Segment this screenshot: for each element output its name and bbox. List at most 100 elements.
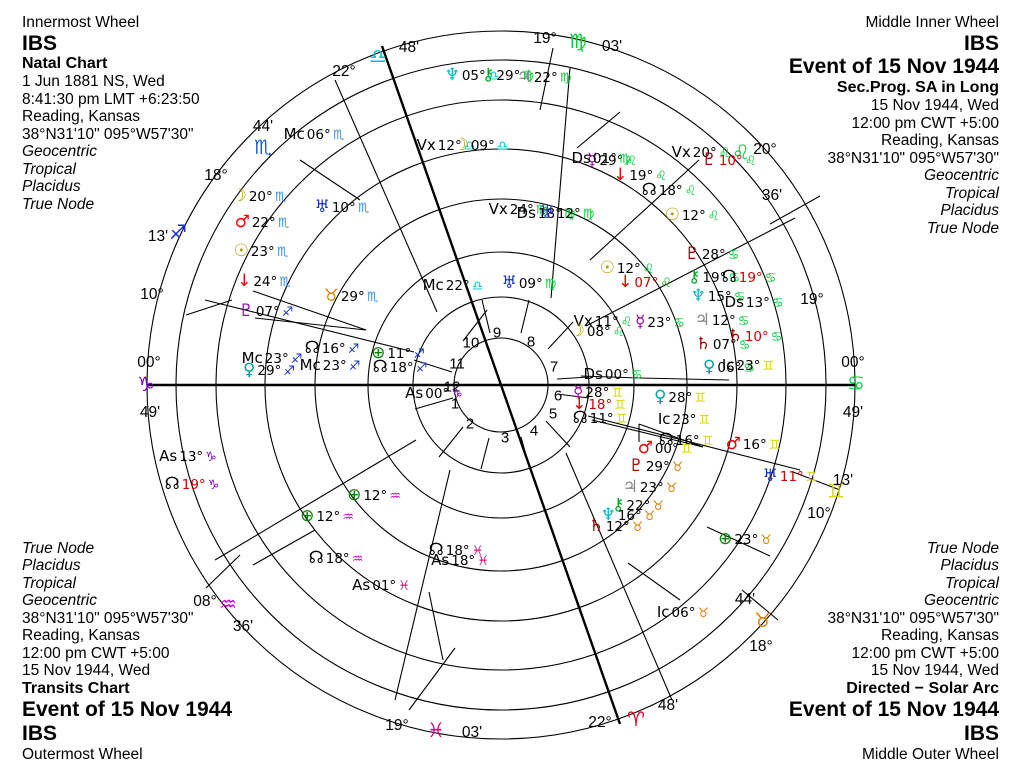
- info-line: Tropical: [22, 574, 76, 592]
- planet-neptune2-cancer: ♆ 15° ♋: [690, 286, 746, 306]
- ring-planet-as-capricorn: As 13° ♑: [159, 447, 217, 465]
- info-line: Tropical: [22, 160, 76, 178]
- info-line: Reading, Kansas: [22, 627, 141, 645]
- info-line: Geocentric: [22, 143, 97, 161]
- cusp-degree: 19°: [385, 717, 409, 734]
- planet-saturn-cancer: ♄ 07° ♋: [695, 334, 751, 354]
- info-line: 1 Jun 1881 NS, Wed: [22, 73, 165, 91]
- ring-planet-Ds-virgo: Ds 18° ♍: [516, 204, 576, 222]
- ring-planet-uranus-virgo: ♅ 09° ♍: [501, 273, 557, 293]
- info-line: Placidus: [22, 178, 81, 196]
- middle-inner-wheel-info: Middle Inner Wheel IBS Event of 15 Nov 194…: [789, 14, 999, 237]
- ring-planet-Vx-leo: Vx 11° ♌: [573, 312, 633, 330]
- planet-saturn2-cancer: ♄ 10° ♋: [727, 326, 783, 346]
- cusp-minute: 13': [147, 228, 169, 245]
- ring-planet-earth-aquarius: ⊕ 12° ♒: [347, 485, 401, 505]
- ring-planet-neptune-taurus: ♆ 16° ♉: [600, 505, 656, 525]
- ring-planet-chiron-taurus: ⚷ 22° ♉: [611, 495, 665, 515]
- info-line: True Node: [22, 539, 95, 557]
- cusp-minute: 49': [842, 404, 864, 421]
- cusp-seg: [769, 195, 821, 225]
- ring-planet-Mc-scorpio: Mc 06° ♏: [283, 125, 345, 143]
- cusp-sign-glyph-cancer: ♋: [847, 371, 865, 395]
- info-line: Geocentric: [924, 592, 999, 610]
- cusp-seg: [205, 554, 241, 589]
- planet-vx-leo: Vx 20° ♌: [671, 143, 731, 161]
- ring-planet-Vx-libra: Vx 12° ♎: [416, 136, 476, 154]
- planet-mars-scorpio: ♂ 22° ♏: [234, 212, 290, 232]
- ring-planet-ic-gemini: Ic 23° ♊: [657, 410, 711, 428]
- cusp-sign-glyph-gemini: ♊: [827, 479, 845, 503]
- cusp-seg: [589, 159, 700, 261]
- ring-planet-node-n-capricorn: ☊ 19° ♑: [164, 474, 220, 494]
- ring-planet-jupiter-taurus: ♃ 23° ♉: [622, 477, 678, 497]
- cusp-seg: [627, 562, 681, 601]
- info-line: 15 Nov 1944, Wed: [22, 662, 151, 680]
- planet-gem-ic-gemini: Ic 23° ♊: [721, 356, 775, 374]
- ring-planet-mars-gemini: ♂ 00° ♊: [637, 438, 693, 458]
- cusp-seg: [580, 375, 641, 379]
- info-line: 38°N31'10" 095°W57'30": [22, 125, 194, 143]
- info-line: IBS: [963, 31, 999, 55]
- ring-planet-node-s-gemini: ↓ 18° ♊: [572, 394, 626, 414]
- cusp-degree: 10°: [140, 286, 164, 303]
- info-line: 38°N31'10" 095°W57'30": [827, 149, 999, 167]
- planet-chiron2-cancer: ⚷ 19° ♋: [687, 267, 741, 287]
- ring-planet-uranus-scorpio: ♅ 10° ♏: [314, 197, 370, 217]
- info-line: 15 Nov 1944, Wed: [870, 662, 999, 680]
- planet-chiron-virgo: ⚷ 29° ♍: [481, 65, 535, 85]
- info-line: 12:00 pm CWT +5:00: [22, 644, 170, 662]
- cusp-minute: 36': [232, 618, 254, 635]
- info-line: Sec.Prog. SA in Long: [836, 78, 999, 96]
- house-number-8: 8: [526, 333, 536, 351]
- ring-planet-as-capricorn: As 00° ♑: [405, 384, 463, 402]
- house-number-1: 1: [450, 395, 460, 413]
- house-number-6: 6: [553, 387, 563, 405]
- cusp-seg: [741, 589, 779, 621]
- planet-tau-ic-taurus: Ic 06° ♉: [656, 603, 710, 621]
- ring-planet-node-s-leo: ↓ 07° ♌: [618, 272, 672, 292]
- planet-mc-sagittarius: Mc 23° ♐: [241, 349, 303, 367]
- cusp-seg: [638, 423, 704, 448]
- info-line: Middle Outer Wheel: [862, 745, 999, 763]
- house-number-11: 11: [449, 355, 465, 373]
- cusp-sign-glyph-sagittarius: ♐: [169, 220, 187, 244]
- cusp-seg: [539, 47, 554, 111]
- planet-jupiter-virgo: ♃ 22° ♍: [516, 67, 572, 87]
- planet-earth2-taurus: ⊕ 23° ♉: [718, 529, 772, 549]
- ring-planet-Ds-cancer: Ds 00° ♋: [583, 365, 643, 383]
- ring-planet-uranus-virgo: ♅ 12° ♍: [539, 203, 595, 223]
- info-line: Geocentric: [924, 167, 999, 185]
- cusp-seg: [299, 159, 361, 201]
- planet-pluto-sagittarius: ♇ 07° ♐: [238, 301, 294, 321]
- info-line: True Node: [926, 539, 999, 557]
- info-line: Natal Chart: [22, 55, 108, 73]
- info-line: Placidus: [940, 202, 999, 220]
- planet-neptune-libra: ♆ 05° ♎: [444, 65, 500, 85]
- info-line: True Node: [926, 219, 999, 237]
- ring-planet-Mc-sagittarius: Mc 23° ♐: [299, 356, 361, 374]
- ring-planet-as-pisces: As 18° ♓: [431, 551, 489, 569]
- info-line: 38°N31'10" 095°W57'30": [827, 609, 999, 627]
- ring-planet-mercury-gemini: ☿ 28° ♊: [572, 382, 624, 402]
- ring-planet-Mc-libra: Mc 22° ♎: [422, 276, 484, 294]
- cusp-sign-glyph-leo: ♌: [732, 140, 750, 164]
- cusp-minute: 03': [461, 724, 483, 741]
- planet-node-n-aquarius: ☊ 18° ♒: [308, 548, 364, 568]
- planet-uranus-gemini: ♅ 11° ♊: [762, 466, 818, 486]
- ring-planet-pluto-taurus: ♇ 29° ♉: [628, 456, 684, 476]
- planet-earth-aquarius: ⊕ 12° ♒: [300, 506, 354, 526]
- info-line: Placidus: [22, 557, 81, 575]
- ring-planet-moon-libra: ☽ 09° ♎: [453, 135, 509, 155]
- mc-ic-axis: [380, 45, 622, 725]
- cusp-degree: 00°: [841, 354, 865, 371]
- info-line: Tropical: [945, 184, 999, 202]
- planet-ds-virgo: Ds 01° ♍: [571, 149, 631, 167]
- cusp-seg: [408, 647, 456, 711]
- planet-venus-sagittarius: ♀ 29° ♐: [242, 360, 296, 380]
- ring-planet-node-n-sagittarius: ☊ 16° ♐: [304, 338, 360, 358]
- cusp-minute: 03': [601, 38, 623, 55]
- house-number-10: 10: [462, 334, 480, 352]
- ring-planet-node-n-sagittarius: ☊ 18° ♐: [372, 357, 428, 377]
